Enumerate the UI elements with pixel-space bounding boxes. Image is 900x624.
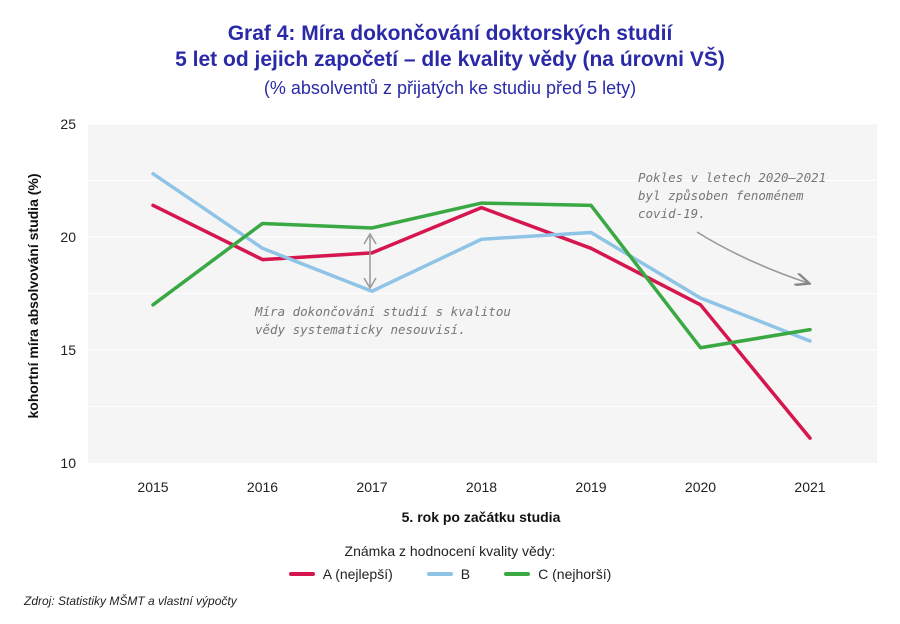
covid-arrow [696,231,808,283]
legend-title: Známka z hodnocení kvality vědy: [344,543,556,559]
y-tick-label: 20 [60,229,76,245]
legend: A (nejlepší) B C (nejhorší) [0,566,900,582]
chart-title-line-1: Graf 4: Míra dokončování doktorských stu… [227,22,673,45]
annotation-2-line-3: covid-19. [638,206,706,221]
series-a-line [151,203,812,440]
chart-subtitle: (% absolventů z přijatých ke studiu před… [263,78,637,98]
legend-label-a: A (nejlepší) [322,566,393,582]
x-tick-label: 2019 [575,479,606,495]
x-tick-label: 2016 [247,479,278,495]
source-note: Zdroj: Statistiky MŠMT a vlastní výpočty [24,594,237,608]
legend-item-c: C (nejhorší) [504,566,611,582]
series-c-line [151,201,812,350]
range-arrow [363,232,377,290]
x-tick-label: 2017 [356,479,387,495]
y-axis-label: kohortní míra absolvování studia (%) [25,173,41,418]
annotation-2-line-2: byl způsoben fenoménem [638,188,804,203]
x-tick-label: 2020 [685,479,716,495]
legend-swatch-a [288,572,315,576]
series-b-line [151,171,812,343]
legend-swatch-b [426,572,453,576]
y-tick-label: 10 [60,455,76,471]
line-chart: 10 15 20 25 2015 2016 2017 2018 2019 2020 2021 Mí… [25,116,827,525]
legend-swatch-c [504,572,531,576]
legend-label-c: C (nejhorší) [538,566,612,582]
chart-title-line-2: 5 let od jejich započetí – dle kvality v… [175,48,725,71]
annotation-1-line-2: vědy systematicky nesouvisí. [255,322,466,337]
legend-label-b: B [460,566,471,582]
x-axis-label: 5. rok po začátku studia [402,509,561,525]
legend-item-b: B [426,566,471,582]
legend-item-a: A (nejlepší) [288,566,393,582]
x-tick-label: 2018 [466,479,497,495]
x-tick-label: 2021 [794,479,825,495]
y-tick-label: 15 [60,342,76,358]
x-tick-label: 2015 [137,479,168,495]
y-tick-label: 25 [60,116,76,132]
annotation-1-line-1: Míra dokončování studií s kvalitou [254,304,511,319]
annotation-2-line-1: Pokles v letech 2020–2021 [638,170,826,185]
